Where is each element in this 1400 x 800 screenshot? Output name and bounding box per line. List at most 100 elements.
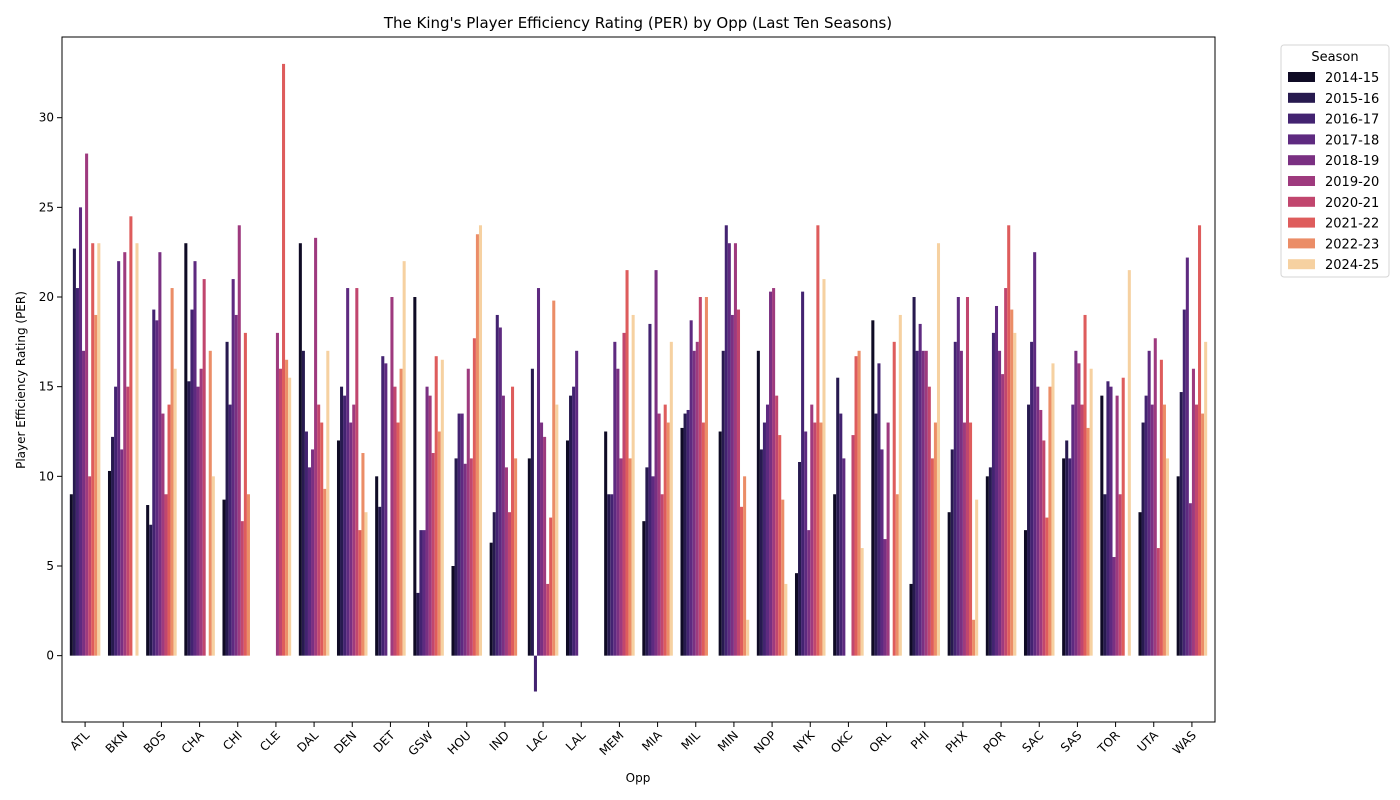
bar-uta-2021-22 — [1159, 359, 1163, 656]
bar-okc-2022-23 — [857, 350, 861, 656]
bar-sac-2014-15 — [1023, 530, 1028, 656]
bar-phx-2022-23 — [972, 619, 976, 656]
x-tick-label: MIN — [715, 728, 741, 754]
bar-lac-2022-23 — [552, 300, 556, 656]
bar-dal-2018-19 — [311, 449, 315, 656]
bar-det-2022-23 — [399, 368, 403, 656]
bar-lac-2021-22 — [549, 517, 553, 656]
bar-den-2020-21 — [355, 288, 359, 656]
bar-ind-2018-19 — [501, 395, 505, 656]
legend-label: 2016-17 — [1325, 113, 1379, 128]
bar-okc-2016-17 — [839, 413, 843, 656]
bar-mil-2020-21 — [698, 297, 702, 656]
bar-nop-2020-21 — [775, 395, 779, 656]
bar-por-2015-16 — [988, 467, 992, 656]
bar-phx-2020-21 — [965, 297, 970, 656]
bar-hou-2017-18 — [460, 413, 464, 656]
bar-min-2021-22 — [740, 506, 744, 656]
bar-mil-2017-18 — [689, 320, 693, 656]
bar-gsw-2020-21 — [431, 453, 435, 656]
x-tick-label: WAS — [1170, 728, 1199, 757]
bar-phx-2018-19 — [959, 350, 963, 656]
bar-chi-2019-20 — [237, 225, 241, 656]
bar-phx-2015-16 — [950, 449, 954, 656]
bar-atl-2016-17 — [75, 288, 79, 656]
legend-swatch — [1288, 134, 1315, 145]
legend-swatch — [1288, 92, 1315, 103]
bar-mem-2020-21 — [622, 332, 626, 656]
bar-sas-2020-21 — [1080, 404, 1084, 656]
bar-uta-2019-20 — [1153, 338, 1157, 656]
bar-min-2015-16 — [721, 350, 725, 656]
bar-phx-2016-17 — [953, 341, 957, 656]
bar-nop-2024-25 — [784, 583, 788, 656]
bar-uta-2022-23 — [1162, 404, 1166, 656]
x-tick-label: CLE — [257, 728, 283, 754]
bar-mem-2021-22 — [625, 270, 629, 656]
bar-bos-2019-20 — [161, 413, 165, 656]
bar-bkn-2020-21 — [126, 386, 130, 656]
bar-ind-2015-16 — [492, 512, 496, 656]
bar-bos-2014-15 — [146, 505, 150, 656]
legend-label: 2022-23 — [1325, 237, 1379, 252]
bar-den-2017-18 — [346, 288, 350, 656]
bar-nyk-2021-22 — [816, 225, 820, 656]
bar-mia-2014-15 — [642, 521, 646, 656]
x-axis-label: Opp — [626, 771, 651, 785]
bar-mia-2015-16 — [645, 467, 649, 656]
bar-bkn-2016-17 — [114, 386, 118, 656]
bar-mil-2018-19 — [692, 350, 696, 656]
bar-dal-2017-18 — [307, 467, 312, 656]
bar-nop-2014-15 — [756, 350, 760, 656]
bar-gsw-2021-22 — [434, 356, 438, 656]
bar-uta-2017-18 — [1147, 350, 1151, 656]
bar-sac-2024-25 — [1051, 363, 1055, 656]
bar-sas-2024-25 — [1089, 368, 1093, 656]
bar-mem-2024-25 — [631, 314, 635, 656]
bar-ind-2017-18 — [498, 327, 502, 656]
bar-nyk-2014-15 — [794, 573, 799, 656]
bar-phi-2014-15 — [909, 583, 913, 656]
bar-mem-2018-19 — [616, 368, 620, 656]
bar-okc-2015-16 — [836, 377, 840, 656]
bar-okc-2021-22 — [854, 356, 858, 656]
bar-phi-2021-22 — [930, 458, 934, 656]
legend-title: Season — [1311, 50, 1358, 65]
bar-orl-2019-20 — [886, 422, 890, 656]
bar-was-2016-17 — [1182, 309, 1186, 656]
bar-bkn-2019-20 — [123, 252, 127, 656]
x-tick-label: LAC — [524, 728, 550, 754]
bar-gsw-2017-18 — [422, 530, 426, 656]
bar-cha-2014-15 — [184, 243, 188, 656]
x-tick-label: POR — [981, 728, 1009, 756]
bar-dal-2015-16 — [301, 350, 305, 656]
bar-nyk-2018-19 — [807, 530, 811, 656]
bar-den-2019-20 — [352, 404, 356, 656]
bar-atl-2018-19 — [82, 350, 86, 656]
bar-chi-2016-17 — [228, 404, 232, 656]
chart-title: The King's Player Efficiency Rating (PER… — [383, 14, 892, 32]
bar-min-2020-21 — [736, 309, 741, 656]
x-tick-label: IND — [487, 728, 512, 753]
bar-hou-2024-25 — [478, 225, 483, 656]
bar-nop-2017-18 — [765, 404, 770, 656]
bar-bos-2018-19 — [158, 252, 162, 656]
bar-chi-2015-16 — [225, 341, 229, 656]
x-tick-label: PHI — [908, 728, 932, 752]
bar-por-2024-25 — [1013, 332, 1017, 656]
bar-bkn-2021-22 — [129, 216, 133, 656]
bar-was-2014-15 — [1176, 476, 1180, 656]
bar-den-2022-23 — [361, 453, 365, 656]
legend-swatch — [1288, 238, 1315, 249]
bar-sac-2022-23 — [1048, 386, 1052, 656]
x-tick-label: HOU — [445, 728, 474, 757]
bar-phi-2019-20 — [924, 350, 928, 656]
bar-chi-2022-23 — [246, 494, 250, 656]
bar-atl-2021-22 — [91, 243, 95, 656]
bar-mem-2019-20 — [619, 458, 623, 656]
bar-por-2014-15 — [985, 476, 989, 656]
bar-nop-2019-20 — [772, 288, 776, 656]
legend-swatch — [1288, 176, 1315, 186]
bar-bos-2016-17 — [152, 309, 156, 656]
